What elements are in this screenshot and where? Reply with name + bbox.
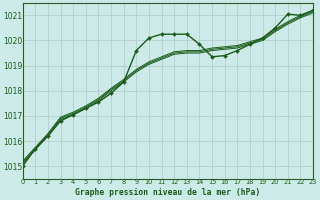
X-axis label: Graphe pression niveau de la mer (hPa): Graphe pression niveau de la mer (hPa)	[75, 188, 260, 197]
